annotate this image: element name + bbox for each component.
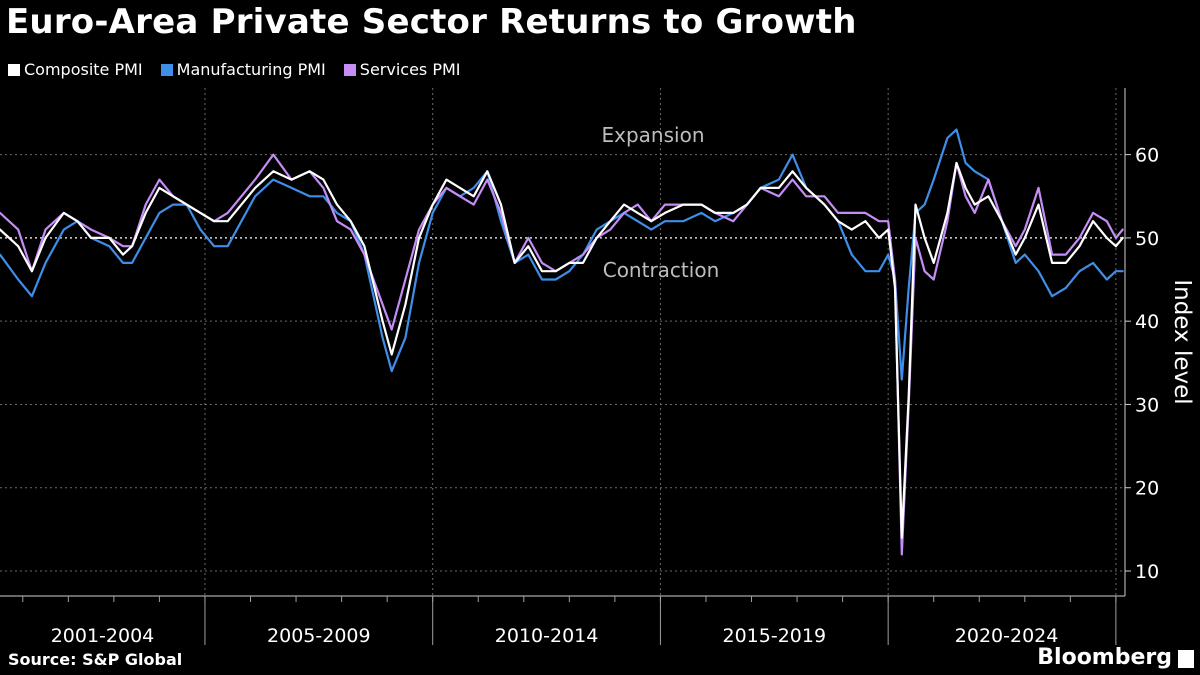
source-note: Source: S&P Global [8, 650, 183, 669]
legend-label-services: Services PMI [359, 60, 461, 79]
annotation-expansion: Expansion [602, 123, 705, 147]
series-line-manufacturing-pmi [0, 128, 1124, 381]
legend-label-manufacturing: Manufacturing PMI [176, 60, 326, 79]
y-tick-label-40: 40 [1135, 311, 1159, 333]
series-line-services-pmi [0, 153, 1124, 556]
y-axis-title: Index level [1169, 279, 1195, 404]
legend-swatch-composite [8, 63, 20, 76]
x-group-label-0: 2001-2004 [51, 625, 155, 647]
chart-title: Euro-Area Private Sector Returns to Grow… [6, 2, 857, 42]
legend-item-manufacturing: Manufacturing PMI [160, 60, 326, 79]
legend: Composite PMI Manufacturing PMI Services… [8, 60, 461, 79]
y-tick-label-60: 60 [1135, 145, 1159, 167]
annotation-contraction: Contraction [603, 258, 720, 282]
y-tick-label-20: 20 [1135, 478, 1159, 500]
y-tick-label-50: 50 [1135, 228, 1159, 250]
brand-logo: Bloomberg [1037, 645, 1172, 670]
x-group-label-3: 2015-2019 [723, 625, 827, 647]
series-line-composite-pmi [0, 161, 1124, 539]
legend-item-composite: Composite PMI [8, 60, 143, 79]
x-group-label-1: 2005-2009 [267, 625, 371, 647]
y-tick-label-10: 10 [1135, 561, 1159, 583]
legend-swatch-services [343, 63, 356, 76]
x-group-label-2: 2010-2014 [495, 625, 599, 647]
legend-item-services: Services PMI [343, 60, 461, 79]
legend-swatch-manufacturing [160, 63, 173, 76]
bloomberg-terminal-icon [1178, 650, 1194, 668]
y-tick-label-30: 30 [1135, 394, 1159, 416]
x-group-label-4: 2020-2024 [955, 625, 1059, 647]
legend-label-composite: Composite PMI [24, 60, 143, 79]
